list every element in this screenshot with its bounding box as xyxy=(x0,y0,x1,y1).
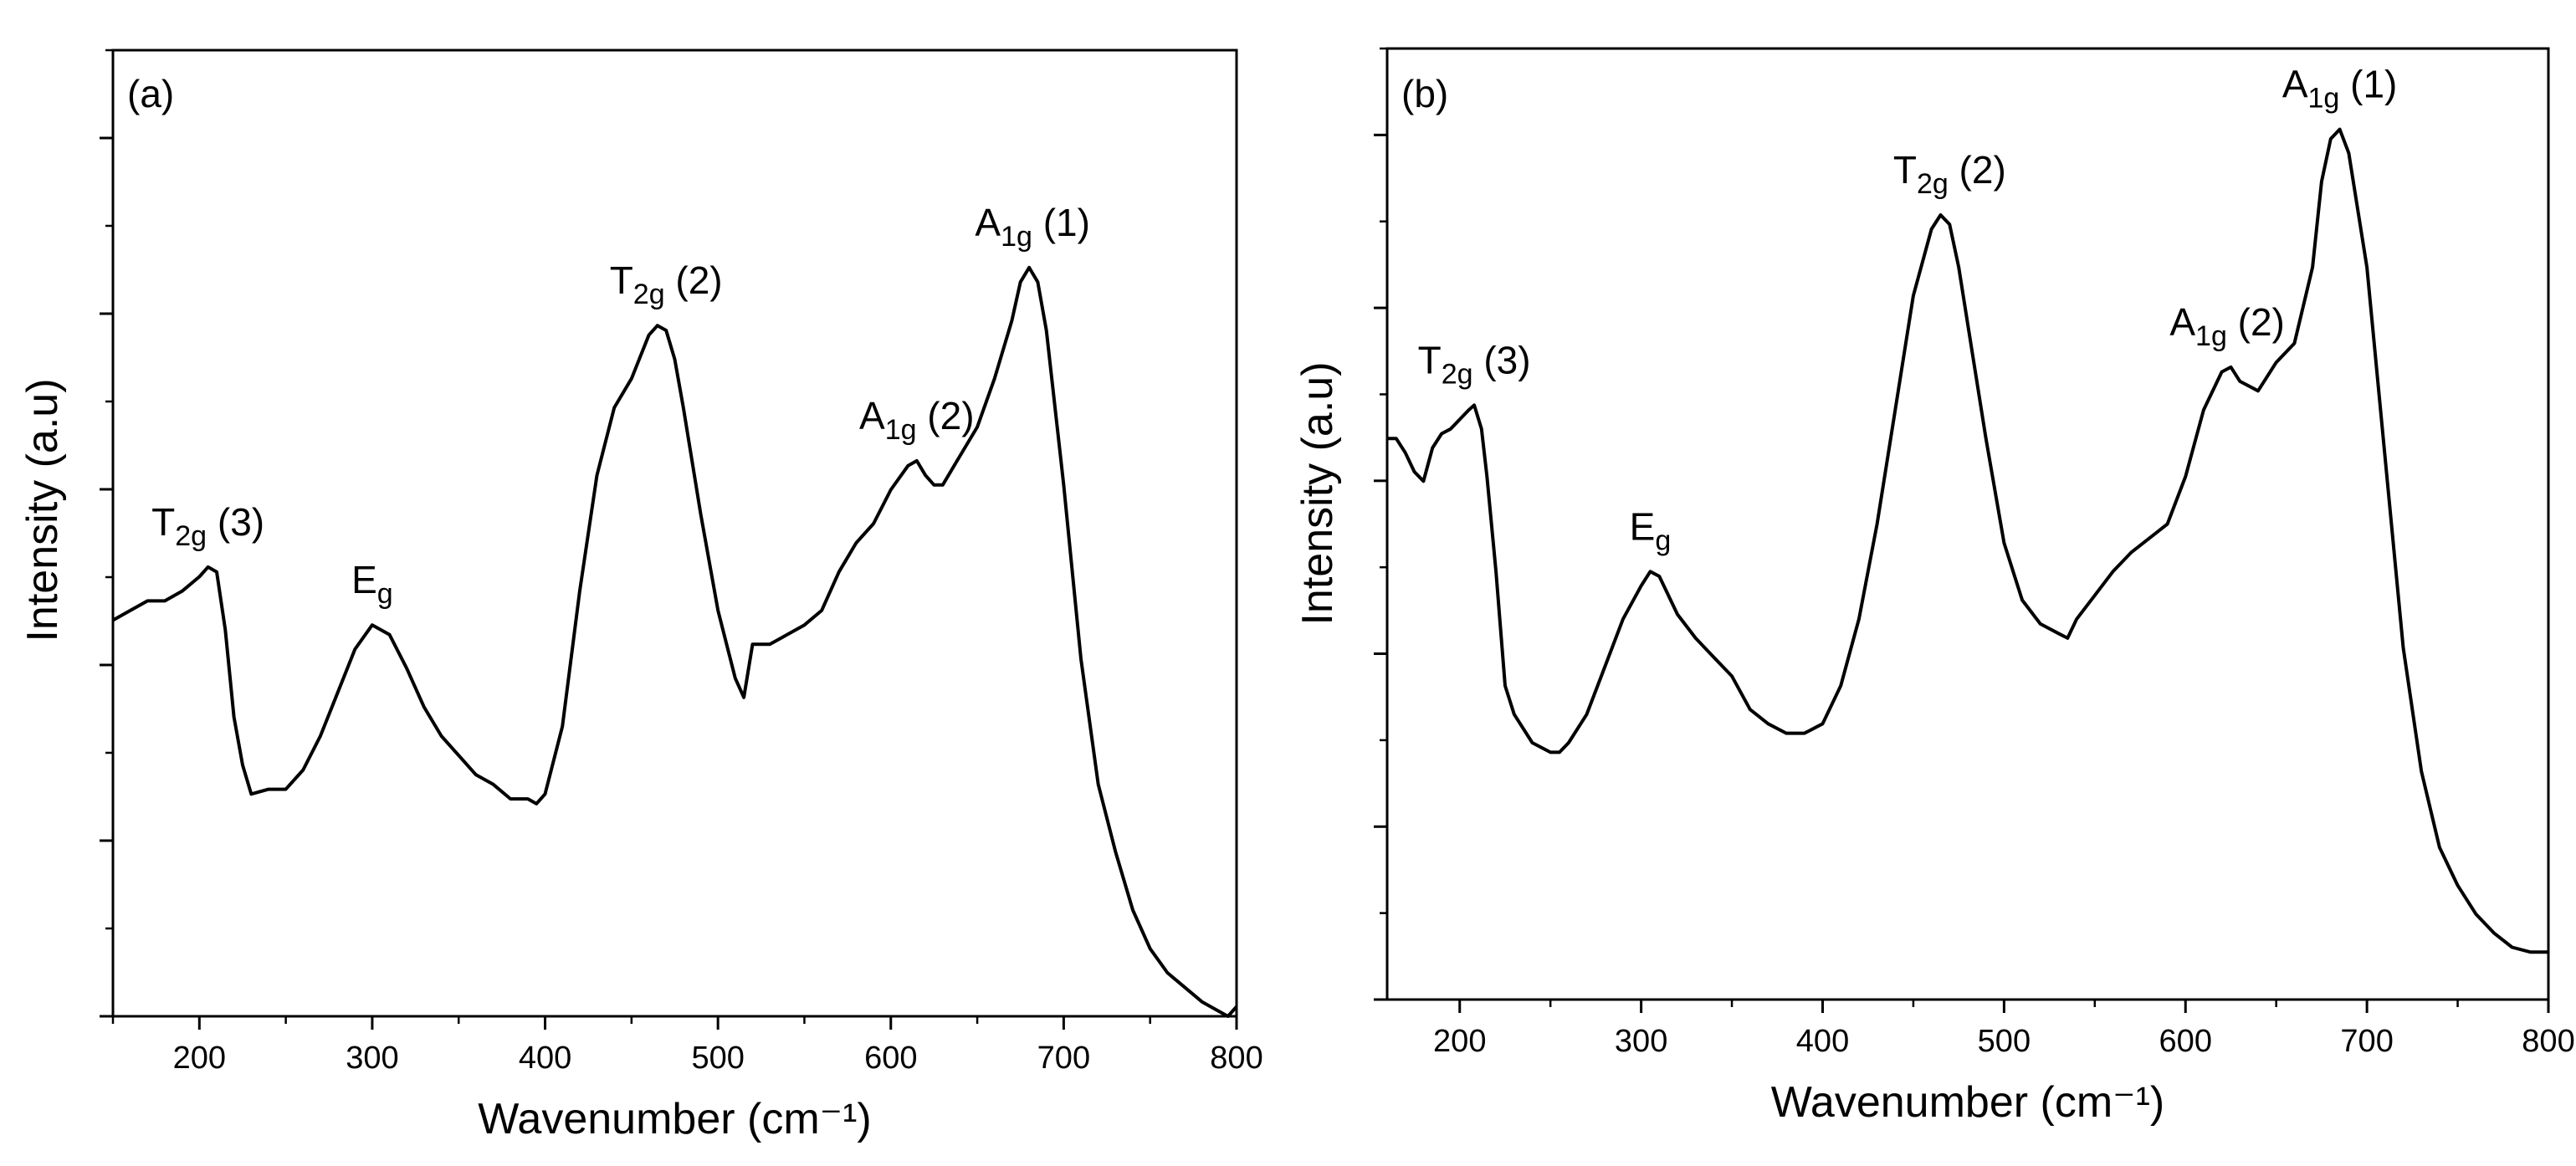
y-axis-title: Intensity (a.u) xyxy=(18,378,67,642)
x-tick-label: 800 xyxy=(1210,1041,1262,1076)
x-tick-label: 400 xyxy=(519,1041,571,1076)
x-tick-label: 300 xyxy=(346,1041,398,1076)
peak-annotation: A1g (1) xyxy=(2282,63,2398,115)
plot-frame xyxy=(1385,47,2550,1001)
peak-annotation: A1g (2) xyxy=(2169,300,2285,352)
x-tick-label: 700 xyxy=(2340,1024,2393,1059)
peak-annotation: A1g (1) xyxy=(975,201,1090,253)
peak-annotation: T2g (3) xyxy=(151,500,264,552)
peak-annotation: Eg xyxy=(1630,504,1672,556)
y-axis-title: Intensity (a.u) xyxy=(1293,361,1342,625)
peak-annotation: T2g (3) xyxy=(1418,338,1531,390)
panel-label: (b) xyxy=(1401,72,1448,115)
x-tick-label: 300 xyxy=(1615,1024,1667,1059)
x-tick-label: 400 xyxy=(1796,1024,1849,1059)
chart-panel-a: 200 300 400 500 600 700 800 Wavenumber (cm⁻¹) In… xyxy=(0,0,1272,1162)
x-axis-title: Wavenumber (cm⁻¹) xyxy=(1771,1078,2164,1127)
x-tick-label: 700 xyxy=(1037,1041,1090,1076)
raman-spectrum-chart-a: 200 300 400 500 600 700 800 Wavenumber (cm⁻¹) In… xyxy=(18,49,1263,1143)
peak-annotation: T2g (2) xyxy=(1893,148,2006,200)
peak-annotation: Eg xyxy=(351,558,393,610)
peak-annotation: T2g (2) xyxy=(610,258,723,310)
x-tick-label: 200 xyxy=(1433,1024,1486,1059)
x-tick-label: 500 xyxy=(1978,1024,2031,1059)
x-tick-label: 500 xyxy=(691,1041,744,1076)
x-tick-label: 600 xyxy=(864,1041,917,1076)
raman-spectrum-chart-b: 200 300 400 500 600 700 800 Wavenumber (cm⁻¹) In… xyxy=(1293,47,2575,1127)
spectrum-line xyxy=(112,265,1238,1018)
chart-panel-b: 200 300 400 500 600 700 800 Wavenumber (cm⁻¹) In… xyxy=(1280,0,2576,1162)
x-tick-label: 800 xyxy=(2522,1024,2574,1059)
x-axis-title: Wavenumber (cm⁻¹) xyxy=(478,1095,871,1143)
panel-label: (a) xyxy=(127,72,174,115)
spectrum-line xyxy=(1387,127,2548,954)
plot-frame xyxy=(111,49,1238,1018)
x-tick-label: 200 xyxy=(173,1041,226,1076)
peak-annotation: A1g (2) xyxy=(859,394,975,446)
x-tick-label: 600 xyxy=(2159,1024,2212,1059)
